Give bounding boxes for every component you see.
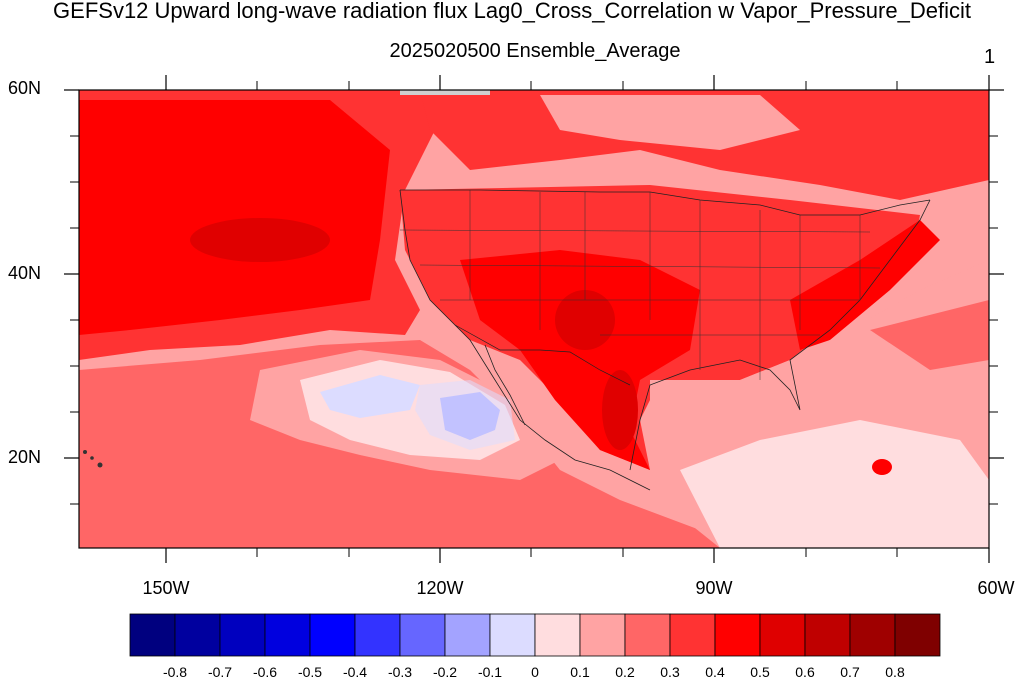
lat-label-60n: 60N: [8, 78, 42, 98]
colorbar-tick-label: 0.7: [840, 664, 860, 680]
colorbar-swatch: [129, 613, 176, 657]
lon-label-150w: 150W: [142, 578, 190, 598]
colorbar-swatch: [894, 613, 941, 657]
colorbar-tick-label: 0.8: [885, 664, 905, 680]
colorbar-swatch: [804, 613, 851, 657]
pacific-coastline: [399, 189, 651, 491]
hawaii-islands: [83, 450, 103, 468]
colorbar-swatch: [219, 613, 266, 657]
figure-subtitle: 2025020500 Ensemble_Average: [389, 40, 681, 62]
colorbar-tick-label: 0.6: [795, 664, 815, 680]
us-canada-border: [400, 189, 931, 216]
colorbar-swatch: [264, 613, 311, 657]
colorbar-tick-label: 0.4: [705, 664, 725, 680]
colorbar-swatch: [669, 613, 716, 657]
canada-pink: [540, 95, 800, 150]
colorbar-tick-label: -0.6: [252, 664, 278, 680]
colorbar-swatch: [399, 613, 446, 657]
mexico-core: [602, 370, 638, 450]
us-southwest-red: [460, 250, 700, 470]
colorbar-swatch: [759, 613, 806, 657]
colorbar-tick-label: 0.1: [570, 664, 590, 680]
colorbar-tick-label: 0.3: [660, 664, 680, 680]
lat-label-40n: 40N: [8, 263, 42, 283]
colorbar-swatch: [354, 613, 401, 657]
lon-label-120w: 120W: [416, 578, 464, 598]
colorbar-tick-label: -0.1: [477, 664, 503, 680]
missing-top-strip: [400, 90, 490, 95]
map-frame: [78, 89, 990, 549]
colorbar-tick-label: -0.8: [162, 664, 188, 680]
us-mexico-border: [454, 324, 631, 386]
gulf-atlantic-coastline: [629, 199, 931, 471]
colorbar-tick-label: -0.5: [297, 664, 323, 680]
colorbar-tick-label: 0.5: [750, 664, 770, 680]
colorbar-swatch: [174, 613, 221, 657]
lat-label-20n: 20N: [8, 447, 42, 467]
colorbar-swatch: [624, 613, 671, 657]
east-coast-red: [790, 220, 940, 350]
colorbar-tick-label: -0.4: [342, 664, 368, 680]
state-boundaries: [399, 190, 881, 380]
pale-blue-halo: [415, 380, 515, 450]
atlantic-red-band: [870, 300, 989, 370]
colorbar-swatch: [849, 613, 896, 657]
colorbar-swatch: [444, 613, 491, 657]
colorbar-swatch: [714, 613, 761, 657]
pacific-red: [79, 100, 390, 335]
colorbar-tick-label: 0: [531, 664, 539, 680]
colorbar-swatch: [489, 613, 536, 657]
page-number: 1: [984, 46, 996, 68]
minor-ticks: [70, 81, 998, 557]
atlantic-pale: [680, 420, 989, 548]
pacific-core: [190, 218, 330, 262]
colorbar-swatch: [579, 613, 626, 657]
pale-blue-west: [320, 375, 420, 418]
colorbar-tick-label: -0.7: [207, 664, 233, 680]
baja-coastline: [484, 344, 526, 426]
major-ticks: [64, 75, 1004, 563]
atlantic-spot: [872, 459, 892, 475]
colorbar: [129, 613, 941, 657]
colorbar-tick-label: 0.2: [615, 664, 635, 680]
lon-label-90w: 90W: [695, 578, 733, 598]
colorbar-swatch: [309, 613, 356, 657]
colorbar-tick-label: -0.3: [387, 664, 413, 680]
correlation-field: [79, 90, 989, 548]
colorbar-swatch: [534, 613, 581, 657]
colorbar-tick-label: -0.2: [432, 664, 458, 680]
figure-title: GEFSv12 Upward long-wave radiation flux …: [53, 0, 971, 23]
lon-label-60w: 60W: [977, 578, 1015, 598]
